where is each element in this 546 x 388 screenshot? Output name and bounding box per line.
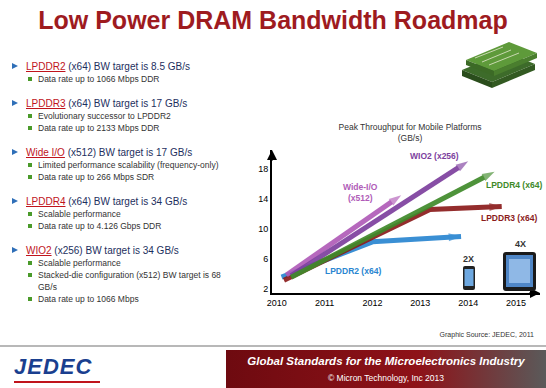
html-text:Stacked-die configuration (x51: Stacked-die configuration (x512) BW targ… bbox=[38, 270, 221, 292]
html-text:© Micron Technology, Inc 2013: © Micron Technology, Inc 2013 bbox=[328, 373, 444, 383]
html-text:Data rate up to 4.126 Gbps DDR: Data rate up to 4.126 Gbps DDR bbox=[38, 221, 162, 231]
svg-text:WIO2 (x256): WIO2 (x256) bbox=[410, 151, 459, 161]
svg-text:18: 18 bbox=[258, 164, 268, 174]
svg-text:14: 14 bbox=[258, 194, 268, 204]
html-text:Scalable performance: Scalable performance bbox=[38, 258, 121, 268]
html-text:Limited performance scalabilit: Limited performance scalability (frequen… bbox=[38, 160, 219, 170]
svg-text:2010: 2010 bbox=[267, 298, 287, 308]
html-text:Global Standards for the Micro: Global Standards for the Microelectronic… bbox=[247, 355, 525, 367]
svg-text:LPDDR3 (x64): LPDDR3 (x64) bbox=[481, 213, 537, 223]
html-text:Data rate up to 1066 Mbps DDR: Data rate up to 1066 Mbps DDR bbox=[38, 74, 160, 84]
html-text:LPDDR4 (x64) BW target is 34 G: LPDDR4 (x64) BW target is 34 GB/s bbox=[26, 196, 188, 207]
html-text:Scalable performance: Scalable performance bbox=[38, 209, 121, 219]
html-text:Data rate up to 266 Mbps SDR: Data rate up to 266 Mbps SDR bbox=[38, 172, 155, 182]
html-text:Data rate up to 1066 Mbps: Data rate up to 1066 Mbps bbox=[38, 294, 139, 304]
html-text:Data rate up to 2133 Mbps DDR: Data rate up to 2133 Mbps DDR bbox=[38, 123, 160, 133]
html-text:Low Power DRAM Bandwidth Roadm: Low Power DRAM Bandwidth Roadmap bbox=[38, 6, 508, 34]
svg-text:2011: 2011 bbox=[315, 298, 334, 308]
svg-text:2X: 2X bbox=[463, 254, 474, 264]
svg-text:6: 6 bbox=[263, 254, 268, 264]
html-text:Wide I/O (x512) BW target is 1: Wide I/O (x512) BW target is 17 GB/s bbox=[26, 147, 193, 158]
html-text:Graphic Source: JEDEC, 2011: Graphic Source: JEDEC, 2011 bbox=[439, 331, 534, 338]
svg-text:2: 2 bbox=[263, 284, 268, 294]
svg-text:LPDDR4 (x64): LPDDR4 (x64) bbox=[486, 180, 542, 190]
svg-text:10: 10 bbox=[258, 224, 268, 234]
svg-text:2013: 2013 bbox=[410, 298, 430, 308]
svg-text:LPDDR2 (x64): LPDDR2 (x64) bbox=[325, 266, 381, 276]
html-text:JEDEC: JEDEC bbox=[14, 354, 93, 379]
svg-text:2014: 2014 bbox=[458, 298, 478, 308]
svg-text:2012: 2012 bbox=[362, 298, 382, 308]
html-text:LPDDR2 (x64) BW target is 8.5: LPDDR2 (x64) BW target is 8.5 GB/s bbox=[26, 61, 190, 72]
svg-text:4X: 4X bbox=[515, 239, 526, 249]
svg-text:Peak Throughput for Mobile Pla: Peak Throughput for Mobile Platforms(GB/… bbox=[339, 122, 482, 143]
html-text:WIO2 (x256) BW target is 34 GB: WIO2 (x256) BW target is 34 GB/s bbox=[26, 245, 179, 256]
html-text:LPDDR3 (x64) BW target is 17 G: LPDDR3 (x64) BW target is 17 GB/s bbox=[26, 98, 188, 109]
svg-text:2015: 2015 bbox=[506, 298, 526, 308]
svg-text:Wide-I/O(x512): Wide-I/O(x512) bbox=[343, 182, 378, 203]
html-text:Evolutionary successor to LPDD: Evolutionary successor to LPDDR2 bbox=[38, 111, 171, 121]
